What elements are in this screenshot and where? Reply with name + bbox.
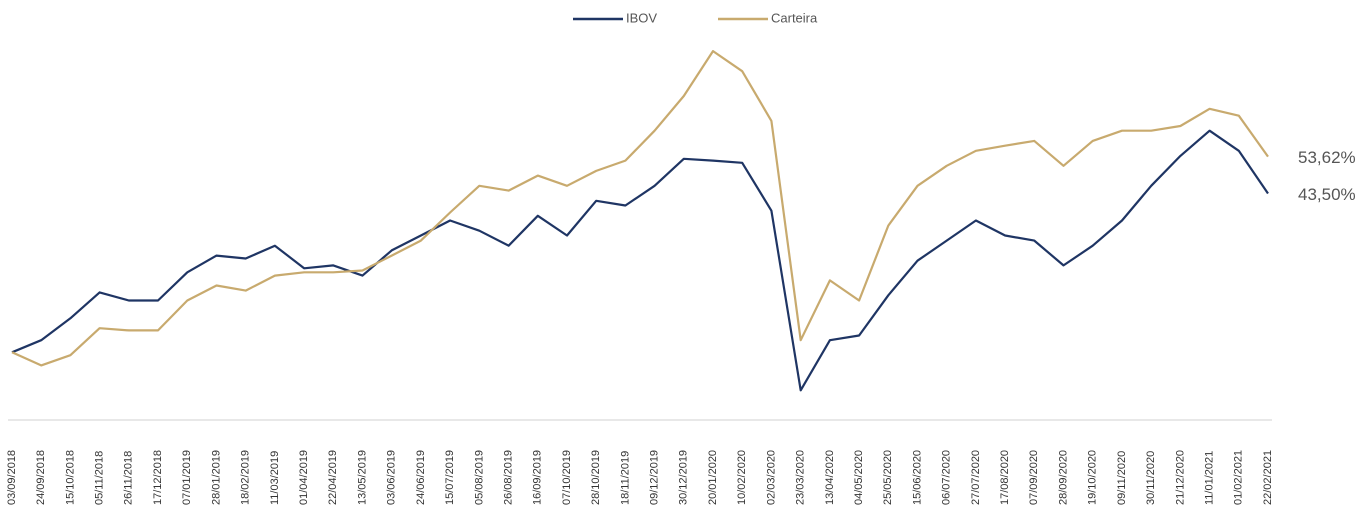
x-tick-label: 16/09/2019 [532, 450, 544, 505]
x-tick-label: 05/08/2019 [473, 450, 485, 505]
x-tick-label: 15/06/2020 [911, 450, 923, 505]
x-tick-label: 09/11/2020 [1116, 451, 1128, 505]
x-tick-label: 03/09/2018 [6, 450, 18, 505]
x-tick-label: 28/01/2019 [210, 450, 222, 505]
legend-label: Carteira [771, 10, 818, 25]
x-tick-label: 28/10/2019 [590, 450, 602, 505]
x-tick-label: 10/02/2020 [736, 450, 748, 505]
x-tick-label: 15/10/2018 [64, 450, 76, 505]
x-tick-label: 30/12/2019 [678, 450, 690, 505]
x-tick-label: 02/03/2020 [765, 450, 777, 505]
x-tick-label: 06/07/2020 [941, 450, 953, 505]
x-tick-label: 20/01/2020 [707, 450, 719, 505]
x-tick-label: 22/02/2021 [1262, 450, 1274, 505]
x-tick-label: 22/04/2019 [327, 450, 339, 505]
x-tick-label: 15/07/2019 [444, 450, 456, 505]
x-tick-label: 26/11/2018 [123, 451, 135, 505]
x-tick-label: 04/05/2020 [853, 450, 865, 505]
x-tick-label: 03/06/2019 [386, 450, 398, 505]
x-tick-label: 24/06/2019 [415, 450, 427, 505]
series-line [11, 129, 1269, 392]
x-tick-label: 26/08/2019 [502, 450, 514, 505]
x-tick-label: 18/11/2019 [619, 451, 631, 505]
x-tick-label: 07/10/2019 [561, 450, 573, 505]
x-tick-label: 11/03/2019 [269, 451, 281, 505]
x-tick-label: 11/01/2021 [1203, 451, 1215, 505]
x-tick-label: 09/12/2019 [649, 450, 661, 505]
x-tick-label: 17/12/2018 [152, 450, 164, 505]
x-tick-label: 05/11/2018 [94, 451, 106, 505]
x-tick-label: 17/08/2020 [999, 450, 1011, 505]
x-tick-label: 28/09/2020 [1057, 450, 1069, 505]
x-tick-label: 23/03/2020 [795, 450, 807, 505]
x-tick-label: 30/11/2020 [1145, 451, 1157, 505]
x-tick-label: 13/05/2019 [356, 450, 368, 505]
x-tick-label: 24/09/2018 [35, 450, 47, 505]
x-tick-label: 07/09/2020 [1028, 450, 1040, 505]
x-tick-label: 07/01/2019 [181, 450, 193, 505]
x-tick-label: 01/04/2019 [298, 450, 310, 505]
x-tick-label: 18/02/2019 [240, 450, 252, 505]
x-tick-label: 01/02/2021 [1233, 450, 1245, 505]
x-tick-label: 19/10/2020 [1087, 450, 1099, 505]
end-label: 43,50% [1298, 185, 1356, 204]
x-tick-label: 25/05/2020 [882, 450, 894, 505]
x-tick-label: 27/07/2020 [970, 450, 982, 505]
end-label: 53,62% [1298, 148, 1356, 167]
legend-label: IBOV [626, 10, 657, 25]
x-tick-label: 21/12/2020 [1174, 450, 1186, 505]
x-tick-label: 13/04/2020 [824, 450, 836, 505]
series-line [11, 50, 1269, 367]
